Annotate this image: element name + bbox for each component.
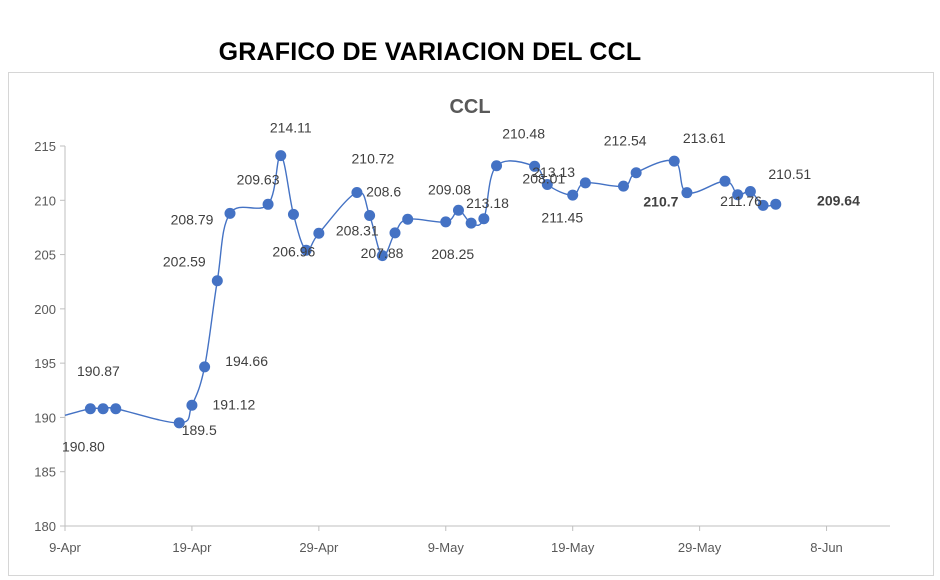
data-label: 213.61 (683, 130, 726, 146)
data-label: 211.45 (541, 210, 583, 226)
data-point (567, 189, 579, 201)
data-point (173, 417, 185, 429)
data-point (199, 361, 211, 373)
data-label: 210.7 (643, 194, 678, 210)
chart-frame (8, 72, 934, 576)
data-point (84, 403, 96, 415)
data-point (541, 179, 553, 191)
data-label: 189.5 (182, 422, 217, 438)
data-labels: 190.80 189.5 191.12 194.66 202.59 208.79 209.6… (62, 120, 860, 455)
data-point (452, 204, 464, 216)
data-point (491, 160, 503, 172)
annotation-label: 190.87 (77, 363, 120, 379)
y-tick-label: 185 (34, 465, 56, 480)
data-point (389, 227, 401, 239)
data-point (478, 213, 490, 225)
data-label: 206.96 (272, 243, 315, 259)
data-label: 208.25 (431, 246, 474, 262)
data-point (351, 186, 363, 198)
chart-title: CCL (449, 96, 490, 118)
data-point (275, 150, 287, 162)
data-point (617, 180, 629, 192)
data-point (744, 185, 756, 197)
data-label: 212.54 (604, 133, 647, 149)
y-tick-label: 200 (34, 302, 56, 317)
data-label: 210.48 (502, 125, 545, 141)
data-point (211, 275, 223, 287)
data-label: 208.79 (171, 211, 214, 227)
data-point (97, 403, 109, 415)
x-tick-label: 8-Jun (810, 540, 843, 555)
y-tick-label: 205 (34, 248, 56, 263)
x-tick-label: 19-May (551, 540, 595, 555)
data-label: 207.88 (361, 245, 404, 261)
data-point (719, 175, 731, 187)
data-label: 202.59 (163, 254, 206, 270)
data-point (402, 213, 414, 225)
x-tick-label: 19-Apr (172, 540, 212, 555)
x-tick-label: 9-May (428, 540, 465, 555)
axes: 180 185 190 195 200 205 210 215 9-Apr 19-Apr 29-Ap… (34, 139, 890, 555)
data-points (84, 150, 782, 429)
data-point (364, 209, 376, 221)
data-point (376, 250, 388, 262)
data-label: 210.72 (352, 150, 395, 166)
y-tick-label: 195 (34, 356, 56, 371)
data-label: 194.66 (225, 353, 268, 369)
data-point (732, 189, 744, 201)
data-label: 214.11 (270, 120, 312, 136)
data-point (186, 399, 198, 411)
data-label: 209.63 (237, 171, 280, 187)
data-point (224, 207, 236, 219)
data-label: 208.01 (522, 171, 565, 187)
x-tick-label: 9-Apr (49, 540, 81, 555)
data-label: 213.18 (466, 195, 509, 211)
data-label: 211.76 (720, 193, 762, 209)
annotation-label: 209.64 (817, 193, 860, 209)
data-point (668, 155, 680, 167)
page-title: GRAFICO DE VARIACION DEL CCL (218, 38, 642, 66)
data-point (440, 216, 452, 228)
data-label: 210.51 (768, 166, 811, 182)
data-point (287, 208, 299, 220)
data-label: 213.13 (532, 164, 575, 180)
data-point (770, 198, 782, 210)
y-tick-label: 215 (34, 139, 56, 154)
data-label: 190.80 (62, 439, 105, 455)
data-label: 209.08 (428, 181, 471, 197)
data-point (579, 177, 591, 189)
y-tick-label: 210 (34, 193, 56, 208)
y-tick-label: 190 (34, 410, 56, 425)
x-tick-label: 29-May (678, 540, 722, 555)
data-point (630, 167, 642, 179)
data-label: 208.6 (366, 183, 401, 199)
data-point (313, 227, 325, 239)
data-point (757, 199, 769, 211)
data-label: 208.31 (336, 223, 379, 239)
data-point (681, 187, 693, 199)
data-point (465, 217, 477, 229)
data-point (110, 403, 122, 415)
x-tick-label: 29-Apr (299, 540, 339, 555)
data-point (300, 244, 312, 256)
data-point (262, 198, 274, 210)
data-label: 191.12 (213, 396, 256, 412)
y-tick-label: 180 (34, 519, 56, 534)
data-point (529, 160, 541, 172)
